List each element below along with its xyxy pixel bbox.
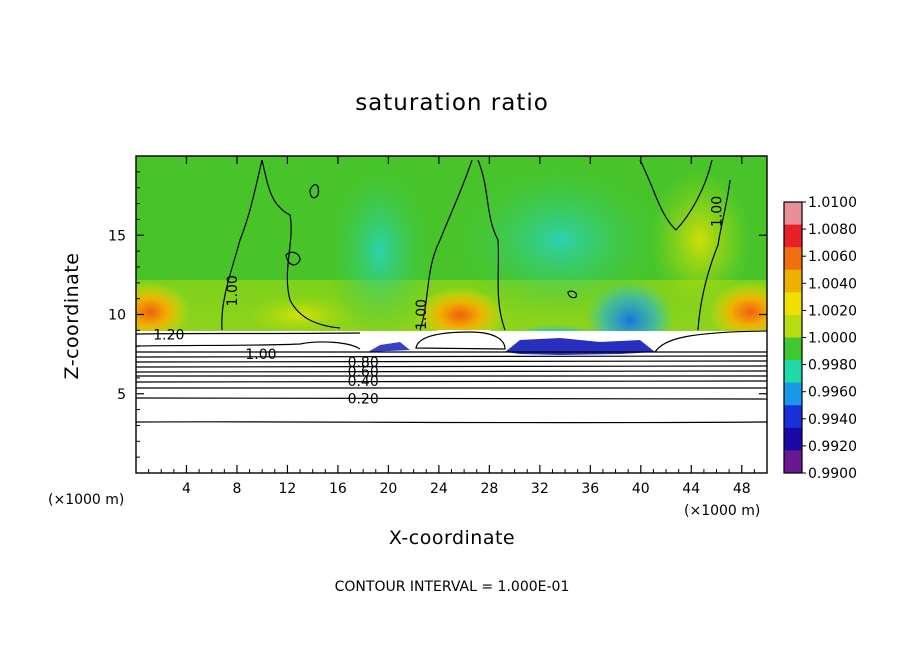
contour-label: 0.60 (348, 365, 379, 381)
colorbar-tick-label: 0.9960 (808, 385, 857, 401)
colorbar-swatch (784, 269, 802, 293)
contour-label: 1.00 (225, 275, 241, 306)
contour-line (697, 179, 731, 331)
colorbar-tick-label: 1.0000 (808, 331, 857, 347)
x-tick-label: 48 (733, 481, 751, 497)
contour-interval-text: CONTOUR INTERVAL = 1.000E-01 (334, 579, 570, 595)
contour-line (221, 159, 341, 331)
moist-region-2 (325, 160, 435, 340)
x-axis-label: X-coordinate (388, 527, 516, 549)
saturation-field (136, 156, 767, 473)
colorbar-tick-label: 0.9980 (808, 358, 857, 374)
contour-label: 1.20 (153, 327, 184, 343)
x-tick-label: 28 (480, 481, 498, 497)
contour-line (136, 370, 767, 373)
contour-line (136, 397, 767, 400)
x-tick-label: 8 (232, 481, 241, 497)
contour-label: 0.40 (348, 374, 379, 390)
contour-label: 1.00 (710, 196, 726, 227)
contour-line (136, 421, 767, 424)
colorbar-swatch (784, 427, 802, 451)
warm-region-center (415, 287, 505, 343)
warm-region-left (136, 282, 190, 342)
y-tick-label: 10 (108, 308, 126, 324)
x-tick-label: 4 (182, 481, 191, 497)
colorbar-swatch (784, 337, 802, 361)
contour-line (136, 360, 767, 363)
colorbar-tick-label: 0.9900 (808, 466, 857, 482)
y-tick-label: 15 (108, 228, 126, 244)
y-axis-label: Z-coordinate (61, 252, 83, 380)
x-tick-label: 40 (632, 481, 650, 497)
contour-label: 0.80 (348, 355, 379, 371)
contour-lines (136, 159, 767, 424)
colorbar-tick-label: 1.0020 (808, 303, 857, 319)
colorbar-swatch (784, 202, 802, 226)
x-tick-label: 36 (581, 481, 599, 497)
colorbar-swatch (784, 247, 802, 271)
x-tick-label: 32 (531, 481, 549, 497)
contour-line (136, 355, 767, 358)
x-unit-label-right: (×1000 m) (684, 503, 761, 519)
colorbar: 1.0100 1.0080 1.0060 1.0040 1.0020 1.0000 0.99… (783, 195, 857, 482)
contour-labels: 1.20 1.00 0.800.600.40 0.20 1.00 1.00 1.00 (153, 196, 726, 408)
contour-line (136, 365, 767, 368)
colorbar-swatch (784, 224, 802, 248)
contour-line (415, 331, 506, 350)
x-tick-label: 16 (329, 481, 347, 497)
contour-label: 1.00 (245, 347, 276, 363)
colorbar-swatch (784, 450, 802, 474)
x-tick-label: 12 (279, 481, 297, 497)
contour-line (136, 332, 361, 335)
y-tick-label: 5 (117, 387, 126, 403)
x-unit-label-left: (×1000 m) (48, 492, 125, 508)
colorbar-swatch (784, 382, 802, 406)
colorbar-tick-label: 1.0040 (808, 276, 857, 292)
colorbar-tick-label: 1.0100 (808, 195, 857, 211)
chart-title: saturation ratio (355, 90, 549, 116)
colorbar-swatch (784, 292, 802, 316)
x-tick-label: 24 (430, 481, 448, 497)
colorbar-tick-label: 0.9920 (808, 439, 857, 455)
contour-line (309, 183, 320, 199)
colorbar-swatch (784, 360, 802, 384)
colorbar-tick-label: 1.0080 (808, 222, 857, 238)
colorbar-swatch (784, 314, 802, 338)
x-tick-label: 20 (379, 481, 397, 497)
contour-label: 1.00 (414, 299, 430, 330)
colorbar-tick-label: 0.9940 (808, 412, 857, 428)
contour-line (136, 380, 767, 383)
contour-line (654, 330, 767, 353)
contour-line (567, 290, 577, 299)
colorbar-tick-label: 1.0060 (808, 249, 857, 265)
colorbar-swatch (784, 405, 802, 429)
contour-label: 0.20 (348, 392, 379, 408)
x-tick-label: 44 (682, 481, 700, 497)
contour-line (136, 341, 361, 350)
warm-region-3 (650, 170, 750, 310)
contour-line (285, 251, 301, 266)
moist-region-1 (450, 160, 670, 320)
contour-line (639, 159, 713, 231)
contour-line (419, 159, 506, 331)
warm-region-2 (245, 295, 355, 335)
